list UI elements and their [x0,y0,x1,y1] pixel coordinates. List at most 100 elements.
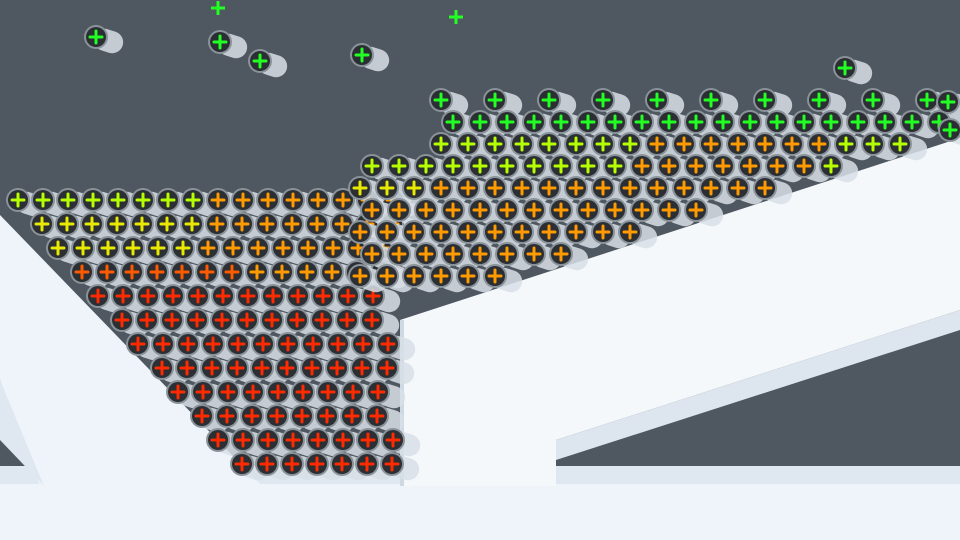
plus-sign-icon [742,114,758,130]
particle [483,88,523,117]
plus-sign-icon [239,312,255,328]
plus-sign-icon [352,180,368,196]
plus-sign-icon [90,288,106,304]
particle [495,198,535,227]
plus-sign-icon [235,432,251,448]
plus-sign-icon [757,136,773,152]
plus-sign-icon [259,216,275,232]
particle [483,264,523,293]
plus-sign-icon [195,384,211,400]
particle [618,220,658,249]
plus-sign-icon [211,1,225,15]
plus-sign-icon [406,268,422,284]
plus-sign-icon [245,384,261,400]
plus-sign-icon [649,92,665,108]
plus-sign-icon [289,312,305,328]
plus-sign-icon [553,202,569,218]
particle [429,176,469,205]
plus-sign-icon [877,114,893,130]
plus-sign-icon [360,432,376,448]
plus-sign-icon [224,264,240,280]
plus-sign-icon [325,240,341,256]
plus-sign-icon [892,136,908,152]
particle [110,308,150,337]
plus-sign-icon [329,360,345,376]
plus-sign-icon [433,268,449,284]
plus-sign-icon [406,180,422,196]
plus-sign-icon [384,456,400,472]
plus-sign-icon [110,192,126,208]
plus-sign-icon [355,336,371,352]
plus-sign-icon [499,158,515,174]
plus-sign-icon [260,192,276,208]
particle [549,242,589,271]
particle [549,198,589,227]
plus-sign-icon [60,192,76,208]
plus-sign-icon [279,360,295,376]
plus-sign-icon [364,246,380,262]
particle [6,188,46,217]
plus-sign-icon [124,264,140,280]
plus-sign-icon [715,158,731,174]
plus-sign-icon [234,216,250,232]
plus-sign-icon [541,92,557,108]
particle [765,154,805,183]
particle [780,132,820,161]
plus-sign-icon [661,114,677,130]
plus-sign-icon [35,192,51,208]
plus-sign-icon [688,202,704,218]
particle-layer [6,1,960,481]
plus-sign-icon [204,360,220,376]
plus-sign-icon [487,92,503,108]
plus-sign-icon [210,432,226,448]
plus-sign-icon [209,216,225,232]
plus-sign-icon [568,224,584,240]
particle [248,49,288,78]
plus-sign-icon [179,360,195,376]
plus-sign-icon [315,288,331,304]
particle [429,264,469,293]
plus-sign-icon [234,456,250,472]
plus-sign-icon [369,408,385,424]
plus-sign-icon [634,202,650,218]
plus-sign-icon [487,268,503,284]
plus-sign-icon [199,264,215,280]
plus-sign-icon [149,264,165,280]
particle [350,43,390,72]
plus-sign-icon [595,224,611,240]
particle [31,188,71,217]
plus-sign-icon [823,158,839,174]
particle [861,88,901,117]
particle [936,90,960,119]
plus-sign-icon [85,192,101,208]
plus-sign-icon [445,202,461,218]
plus-sign-icon [418,246,434,262]
ramp-and-pillar [400,138,960,486]
plus-sign-icon [280,336,296,352]
plus-sign-icon [487,136,503,152]
plus-sign-icon [595,180,611,196]
plus-sign-icon [379,360,395,376]
plus-sign-icon [364,312,380,328]
plus-sign-icon [838,136,854,152]
particle [429,132,469,161]
plus-sign-icon [229,360,245,376]
plus-sign-icon [274,264,290,280]
plus-sign-icon [150,240,166,256]
plus-sign-icon [170,384,186,400]
plus-sign-icon [634,158,650,174]
plus-sign-icon [294,408,310,424]
particle [330,452,370,481]
plus-sign-icon [352,224,368,240]
plus-sign-icon [730,180,746,196]
plus-sign-icon [385,432,401,448]
plus-sign-icon [811,92,827,108]
plus-sign-icon [460,268,476,284]
plus-sign-icon [339,312,355,328]
plus-sign-icon [365,288,381,304]
plus-sign-icon [472,114,488,130]
particle [483,132,523,161]
plus-sign-icon [309,216,325,232]
plus-sign-icon [335,192,351,208]
